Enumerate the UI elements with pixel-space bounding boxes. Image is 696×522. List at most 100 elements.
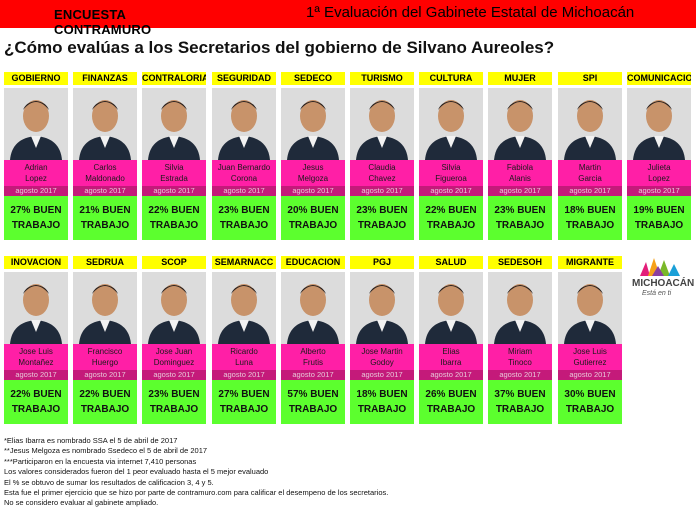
evaluation-date: agosto 2017 xyxy=(281,370,345,380)
evaluation-date: agosto 2017 xyxy=(419,370,483,380)
footnote: ***Participaron en la encuesta via inter… xyxy=(4,456,197,466)
logo-text: MICHOACÁN xyxy=(632,278,695,289)
secretary-photo xyxy=(212,88,276,160)
first-name: Ricardo xyxy=(230,347,258,356)
approval-result: 18% BUEN TRABAJO xyxy=(558,196,622,240)
last-name: Tinoco xyxy=(508,358,532,367)
footnote: Esta fue el primer ejercicio que se hizo… xyxy=(4,488,389,498)
last-name: Lopez xyxy=(648,174,670,183)
evaluation-date: agosto 2017 xyxy=(142,186,206,196)
approval-percent: 37% BUEN xyxy=(494,389,546,400)
approval-label: TRABAJO xyxy=(149,220,199,231)
department-label: EDUCACION xyxy=(281,256,345,269)
department-label: SEDRUA xyxy=(73,256,137,269)
person-portrait-icon xyxy=(488,272,552,344)
department-label: TURISMO xyxy=(350,72,414,85)
footnote: No se considero evaluar al gabinete ampl… xyxy=(4,498,159,508)
evaluation-date: agosto 2017 xyxy=(212,370,276,380)
person-portrait-icon xyxy=(142,272,206,344)
last-name: Garcia xyxy=(578,174,602,183)
approval-result: 22% BUEN TRABAJO xyxy=(4,380,68,424)
last-name: Lopez xyxy=(25,174,47,183)
first-name: Martin xyxy=(578,163,602,172)
first-name: Jesus xyxy=(302,163,324,172)
evaluation-date: agosto 2017 xyxy=(558,370,622,380)
person-portrait-icon xyxy=(558,272,622,344)
secretary-name: Jose Martin Godoy xyxy=(350,344,414,370)
approval-result: 57% BUEN TRABAJO xyxy=(281,380,345,424)
first-name: Julieta xyxy=(647,163,671,172)
secretary-name: Jesus Melgoza xyxy=(281,160,345,186)
evaluation-date: agosto 2017 xyxy=(142,370,206,380)
person-portrait-icon xyxy=(350,272,414,344)
secretary-name: Jose Juan Dominguez xyxy=(142,344,206,370)
person-portrait-icon xyxy=(4,272,68,344)
last-name: Alanis xyxy=(509,174,531,183)
footnote: El % se obtuvo de sumar los resultados d… xyxy=(4,477,214,487)
approval-percent: 23% BUEN xyxy=(494,205,546,216)
department-label: SEDESOH xyxy=(488,256,552,269)
last-name: Huergo xyxy=(91,358,119,367)
first-name: Carlos xyxy=(93,163,117,172)
approval-label: TRABAJO xyxy=(357,220,407,231)
approval-label: TRABAJO xyxy=(80,220,130,231)
last-name: Gutierrez xyxy=(573,358,607,367)
secretary-photo xyxy=(73,272,137,344)
approval-result: 22% BUEN TRABAJO xyxy=(142,196,206,240)
first-name: Miriam xyxy=(508,347,532,356)
secretary-photo xyxy=(350,272,414,344)
secretary-name: Alberto Frutis xyxy=(281,344,345,370)
evaluation-date: agosto 2017 xyxy=(281,186,345,196)
secretary-name: Adrian Lopez xyxy=(4,160,68,186)
approval-result: 27% BUEN TRABAJO xyxy=(212,380,276,424)
secretary-photo xyxy=(419,88,483,160)
approval-result: 27% BUEN TRABAJO xyxy=(4,196,68,240)
secretary-photo xyxy=(419,272,483,344)
approval-percent: 57% BUEN xyxy=(287,389,339,400)
person-portrait-icon xyxy=(281,88,345,160)
evaluation-date: agosto 2017 xyxy=(627,186,691,196)
approval-label: TRABAJO xyxy=(11,404,61,415)
evaluation-date: agosto 2017 xyxy=(488,370,552,380)
secretary-photo xyxy=(73,88,137,160)
secretary-name: Elias Ibarra xyxy=(419,344,483,370)
approval-percent: 23% BUEN xyxy=(148,389,200,400)
person-portrait-icon xyxy=(73,88,137,160)
last-name: Melgoza xyxy=(297,174,329,183)
approval-label: TRABAJO xyxy=(149,404,199,415)
department-label: FINANZAS xyxy=(73,72,137,85)
person-portrait-icon xyxy=(212,272,276,344)
last-name: Godoy xyxy=(370,358,394,367)
footnote: **Jesus Melgoza es nombrado Ssedeco el 5… xyxy=(4,446,208,456)
last-name: Ibarra xyxy=(440,358,462,367)
first-name: Silvia xyxy=(164,163,184,172)
first-name: Alberto xyxy=(300,347,326,356)
secretary-photo xyxy=(4,88,68,160)
footnote: Los valores considerados fueron del 1 pe… xyxy=(4,467,269,477)
approval-percent: 22% BUEN xyxy=(425,205,477,216)
michoacan-logo: MICHOACÁN Está en ti xyxy=(628,256,695,306)
approval-label: TRABAJO xyxy=(426,220,476,231)
approval-percent: 22% BUEN xyxy=(79,389,131,400)
approval-label: TRABAJO xyxy=(288,220,338,231)
secretary-photo xyxy=(142,88,206,160)
approval-percent: 26% BUEN xyxy=(425,389,477,400)
secretary-name: Carlos Maldonado xyxy=(73,160,137,186)
approval-percent: 27% BUEN xyxy=(10,205,62,216)
approval-label: TRABAJO xyxy=(565,404,615,415)
person-portrait-icon xyxy=(627,88,691,160)
department-label: SALUD xyxy=(419,256,483,269)
approval-percent: 18% BUEN xyxy=(564,205,616,216)
last-name: Dominguez xyxy=(153,358,195,367)
secretary-photo xyxy=(4,272,68,344)
secretary-name: Julieta Lopez xyxy=(627,160,691,186)
evaluation-date: agosto 2017 xyxy=(419,186,483,196)
person-portrait-icon xyxy=(419,88,483,160)
approval-label: TRABAJO xyxy=(11,220,61,231)
first-name: Jose Juan xyxy=(155,347,193,356)
secretary-name: Jose Luis Montañez xyxy=(4,344,68,370)
department-label: PGJ xyxy=(350,256,414,269)
footnote: *Elias Ibarra es nombrado SSA el 5 de ab… xyxy=(4,436,178,445)
approval-percent: 20% BUEN xyxy=(287,205,339,216)
first-name: Jose Luis xyxy=(19,347,53,356)
